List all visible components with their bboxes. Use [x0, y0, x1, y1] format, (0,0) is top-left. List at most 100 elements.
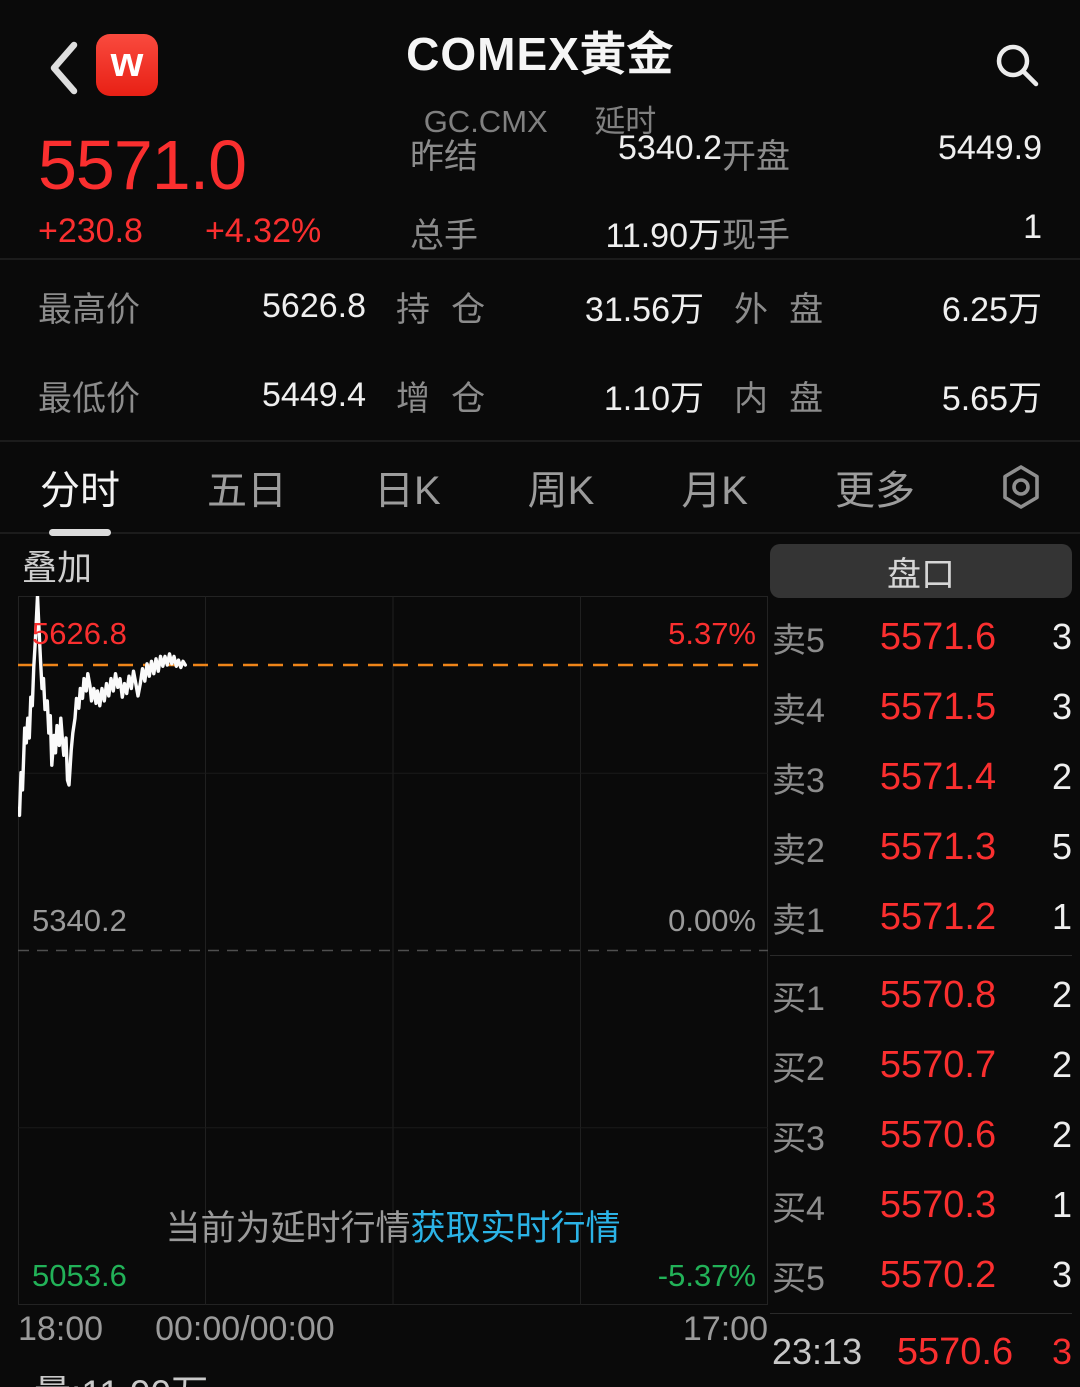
- bid-volume: 2: [1051, 1044, 1072, 1085]
- ask-price: 5571.5: [879, 685, 997, 728]
- price-block: 5571.0 +230.8 +4.32%: [38, 126, 410, 258]
- stat-label: 持仓: [396, 291, 507, 329]
- header: w COMEX黄金 GC.CMX 延时: [0, 0, 1080, 139]
- main-area: 叠加 5626.8 5.37% 5340.2 0.00%: [0, 534, 1080, 1387]
- tab-minute[interactable]: 分时: [38, 454, 122, 536]
- tick-time: 23:13: [772, 1331, 863, 1372]
- ask-rows: 卖5 5571.6 3 卖4 5571.5 3 卖3 5571.4 2 卖2 5…: [770, 602, 1072, 952]
- stat-label: 总手: [410, 217, 478, 255]
- stat-value: 11.90万: [605, 217, 722, 255]
- bid-price: 5570.6: [879, 1113, 997, 1156]
- x-axis-session: 00:00/00:00: [155, 1309, 335, 1348]
- stat-value: 6.25万: [941, 291, 1042, 329]
- tab-weekly-k[interactable]: 周K: [526, 454, 597, 520]
- bid-level-label: 买4: [772, 1189, 825, 1228]
- stat-value: 5.65万: [941, 380, 1042, 418]
- ask-price: 5571.6: [879, 615, 997, 658]
- ask-price: 5571.4: [879, 755, 997, 798]
- ask-row[interactable]: 卖4 5571.5 3: [770, 672, 1072, 742]
- tab-daily-k[interactable]: 日K: [372, 454, 443, 520]
- delay-notice-text: 当前为延时行情: [165, 1209, 411, 1248]
- bid-volume: 3: [1051, 1254, 1072, 1295]
- stats-section: 最高价 5626.8 持仓 31.56万 外盘 6.25万 最低价 5449.4…: [0, 260, 1080, 440]
- price-change-percent: +4.32%: [204, 211, 322, 250]
- bid-level-label: 买5: [772, 1259, 825, 1298]
- bid-price: 5570.7: [879, 1043, 997, 1086]
- tab-monthly-k[interactable]: 月K: [679, 454, 750, 520]
- tab-five-day[interactable]: 五日: [205, 454, 289, 520]
- page-title: COMEX黄金: [406, 28, 674, 80]
- order-book-divider: [770, 955, 1072, 956]
- top-stats-grid: 昨结 5340.2 开盘 5449.9 总手 11.90万 现手 1: [410, 128, 1042, 258]
- overlay-row: 叠加: [0, 534, 768, 596]
- chart-panel: 叠加 5626.8 5.37% 5340.2 0.00%: [0, 534, 768, 1387]
- subtitle: GC.CMX 延时: [0, 96, 1080, 141]
- ask-level-label: 卖3: [772, 761, 825, 800]
- ask-row[interactable]: 卖5 5571.6 3: [770, 602, 1072, 672]
- bid-row[interactable]: 买5 5570.2 3: [770, 1240, 1072, 1310]
- bid-volume: 2: [1051, 974, 1072, 1015]
- stat-value: 5449.4: [262, 376, 366, 414]
- price-section: 5571.0 +230.8 +4.32% 昨结 5340.2 开盘 5449.9…: [0, 126, 1080, 258]
- stat-label: 最高价: [38, 291, 140, 329]
- change-row: +230.8 +4.32%: [38, 212, 410, 251]
- stat-value: 1.10万: [603, 380, 704, 418]
- x-axis: 18:00 00:00/00:00 17:00: [18, 1305, 768, 1353]
- x-axis-end: 17:00: [682, 1309, 768, 1348]
- tab-more[interactable]: 更多: [833, 454, 917, 520]
- ask-volume: 3: [1051, 616, 1072, 657]
- bid-rows: 买1 5570.8 2 买2 5570.7 2 买3 5570.6 2 买4 5…: [770, 960, 1072, 1310]
- ask-row[interactable]: 卖1 5571.2 1: [770, 882, 1072, 952]
- trade-tick-rows: 23:13 5570.6 3 23:13 5570.7 2: [770, 1317, 1072, 1387]
- stat-label: 外盘: [734, 291, 845, 329]
- tab-label: 分时: [40, 469, 120, 513]
- order-book-header-button[interactable]: 盘口: [770, 544, 1072, 598]
- chart-settings-button[interactable]: [1000, 464, 1042, 510]
- price-change: +230.8: [38, 211, 143, 250]
- chart-prevclose-price-label: 5340.2: [32, 902, 127, 938]
- stat-value: 5449.9: [938, 129, 1042, 167]
- ask-row[interactable]: 卖3 5571.4 2: [770, 742, 1072, 812]
- stat-label: 昨结: [410, 138, 478, 176]
- x-axis-start: 18:00: [18, 1309, 104, 1348]
- trade-tick-row[interactable]: 23:13 5570.6 3: [770, 1317, 1072, 1387]
- back-button[interactable]: [46, 40, 82, 96]
- order-book-divider: [770, 1313, 1072, 1314]
- bid-row[interactable]: 买4 5570.3 1: [770, 1170, 1072, 1240]
- get-realtime-link[interactable]: 获取实时行情: [410, 1209, 621, 1248]
- ask-price: 5571.3: [879, 825, 997, 868]
- bid-volume: 1: [1051, 1184, 1072, 1225]
- ask-volume: 5: [1051, 826, 1072, 867]
- last-price: 5571.0: [38, 126, 247, 204]
- overlay-button[interactable]: 叠加: [22, 548, 93, 588]
- stat-label: 最低价: [38, 380, 140, 418]
- ask-row[interactable]: 卖2 5571.3 5: [770, 812, 1072, 882]
- search-button[interactable]: [992, 40, 1042, 90]
- tab-label: 日K: [373, 469, 441, 513]
- minute-chart[interactable]: 5626.8 5.37% 5340.2 0.00% 5053.6 -5.37% …: [18, 596, 768, 1305]
- divider: [0, 532, 1080, 534]
- chart-min-price-label: 5053.6: [32, 1258, 127, 1293]
- bid-volume: 2: [1051, 1114, 1072, 1155]
- chart-min-percent-label: -5.37%: [657, 1258, 756, 1293]
- stat-label: 现手: [722, 217, 790, 255]
- title-block: COMEX黄金 GC.CMX 延时: [0, 18, 1080, 141]
- tab-label: 五日: [206, 469, 287, 513]
- tab-label: 更多: [834, 469, 915, 513]
- bid-row[interactable]: 买1 5570.8 2: [770, 960, 1072, 1030]
- delayed-tag: 延时: [594, 104, 657, 139]
- bid-row[interactable]: 买3 5570.6 2: [770, 1100, 1072, 1170]
- stats-row: 最高价 5626.8 持仓 31.56万 外盘 6.25万: [38, 282, 1042, 331]
- ask-price: 5571.2: [879, 895, 997, 938]
- volume-readout: 量:11.90万: [0, 1363, 768, 1387]
- stats-row: 最低价 5449.4 增仓 1.10万 内盘 5.65万: [38, 371, 1042, 420]
- tick-price: 5570.6: [896, 1330, 1014, 1373]
- bid-level-label: 买1: [772, 979, 825, 1018]
- ask-level-label: 卖1: [772, 901, 825, 940]
- wind-logo-letter: w: [110, 38, 144, 85]
- tab-label: 周K: [527, 469, 595, 513]
- bid-row[interactable]: 买2 5570.7 2: [770, 1030, 1072, 1100]
- tab-label: 月K: [681, 469, 748, 513]
- wind-logo[interactable]: w: [96, 34, 158, 96]
